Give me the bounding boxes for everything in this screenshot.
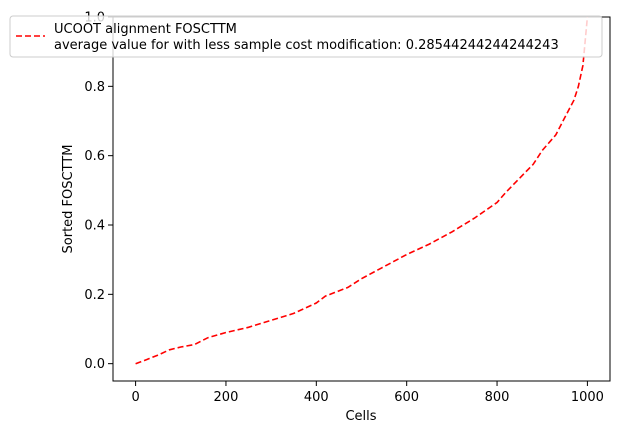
plot-area bbox=[135, 16, 589, 365]
x-tick-label: 800 bbox=[485, 390, 510, 405]
y-axis-label: Sorted FOSCTTM bbox=[61, 145, 76, 254]
legend: UCOOT alignment FOSCTTM average value fo… bbox=[9, 15, 603, 58]
series-line bbox=[135, 16, 589, 365]
x-tick-label: 1000 bbox=[571, 390, 604, 405]
x-tick-label: 400 bbox=[304, 390, 329, 405]
y-axis: 0.00.20.40.60.81.0 bbox=[84, 11, 113, 372]
y-tick-label: 0.0 bbox=[84, 357, 105, 372]
x-tick-label: 0 bbox=[131, 390, 139, 405]
y-tick-label: 0.4 bbox=[84, 219, 105, 234]
x-axis-label: Cells bbox=[345, 409, 376, 424]
y-tick-label: 0.2 bbox=[84, 288, 105, 303]
legend-entry-label: UCOOT alignment FOSCTTM bbox=[54, 22, 237, 37]
legend-entry-average: average value for with less sample cost … bbox=[54, 38, 559, 53]
x-tick-label: 200 bbox=[214, 390, 239, 405]
plot-frame bbox=[112, 16, 611, 382]
y-tick-label: 0.8 bbox=[84, 80, 105, 95]
x-tick-label: 600 bbox=[394, 390, 419, 405]
legend-box bbox=[9, 15, 603, 58]
x-axis: 0 200 400 600 800 1000 bbox=[131, 381, 604, 405]
y-tick-label: 0.6 bbox=[84, 149, 105, 164]
